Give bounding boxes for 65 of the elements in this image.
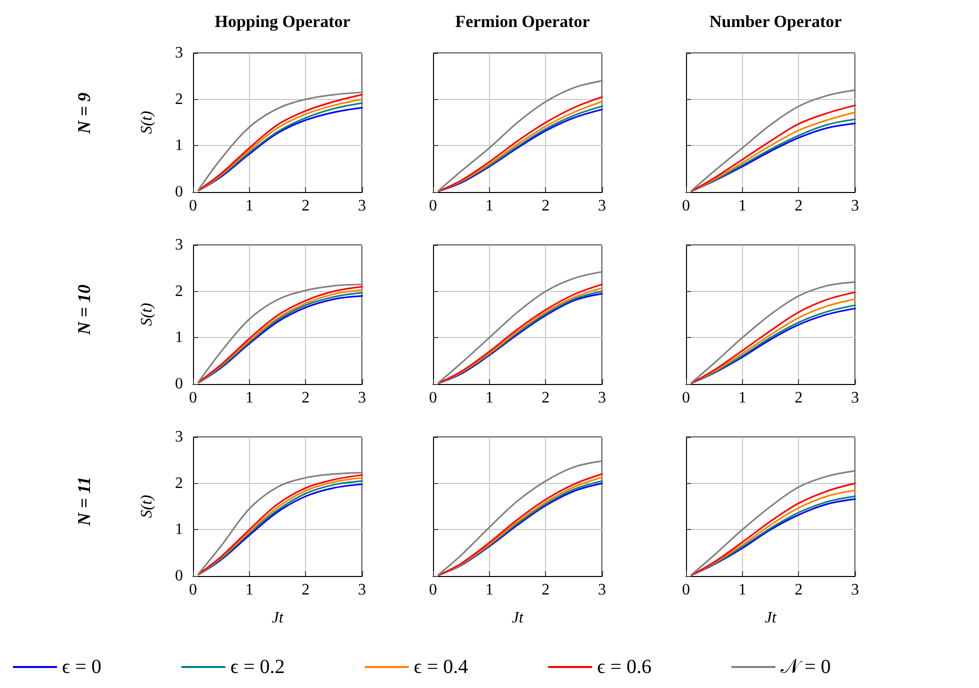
y-axis-title: S(t) xyxy=(138,110,156,134)
chart-title: Number Operator xyxy=(709,12,842,31)
x-tick-label: 3 xyxy=(598,582,606,598)
x-tick-label: 1 xyxy=(485,198,494,214)
legend-label: ϵ = 0.6 xyxy=(597,656,652,678)
text: N = 10 xyxy=(74,284,94,336)
x-tick-label: 2 xyxy=(794,198,803,214)
x-tick-label: 1 xyxy=(485,390,494,406)
x-tick-label: 3 xyxy=(598,390,606,406)
x-tick-label: 3 xyxy=(598,198,606,214)
text: N = 11 xyxy=(74,476,94,527)
x-tick-label: 3 xyxy=(358,582,366,598)
legend-label: ϵ = 0 xyxy=(62,656,102,678)
y-tick-label: 2 xyxy=(175,474,183,492)
x-tick-label: 0 xyxy=(189,390,197,406)
x-tick-label: 2 xyxy=(542,390,550,406)
y-axis-title: S(t) xyxy=(138,494,156,518)
x-tick-label: 1 xyxy=(485,582,494,598)
x-tick-label: 2 xyxy=(542,582,550,598)
x-tick-label: 0 xyxy=(429,390,437,406)
legend-label: 𝒩 = 0 xyxy=(780,656,831,678)
x-tick-label: 2 xyxy=(542,198,550,214)
x-tick-label: 2 xyxy=(302,582,310,598)
x-tick-label: 3 xyxy=(851,198,859,214)
y-tick-label: 3 xyxy=(175,428,183,446)
x-tick-label: 3 xyxy=(358,198,366,214)
x-axis-title: Jt xyxy=(764,610,777,626)
y-tick-label: 3 xyxy=(175,236,183,254)
y-tick-label: 1 xyxy=(175,137,183,154)
chart-title: Hopping Operator xyxy=(214,12,351,31)
x-tick-label: 0 xyxy=(189,198,197,214)
x-tick-label: 1 xyxy=(245,582,254,598)
text: N = 9 xyxy=(74,92,94,135)
x-tick-label: 1 xyxy=(738,198,746,214)
y-tick-label: 0 xyxy=(175,568,183,584)
y-tick-label: 3 xyxy=(175,44,183,62)
y-axis-title: S(t) xyxy=(138,302,156,326)
x-axis-title: Jt xyxy=(272,610,284,626)
x-tick-label: 1 xyxy=(738,390,746,406)
x-tick-label: 1 xyxy=(245,390,254,406)
x-tick-label: 2 xyxy=(302,198,310,214)
chart-title: Fermion Operator xyxy=(455,12,590,31)
y-tick-label: 2 xyxy=(175,282,183,300)
y-tick-label: 0 xyxy=(175,184,183,200)
x-tick-label: 2 xyxy=(794,390,803,406)
x-axis-title: Jt xyxy=(512,610,524,626)
x-tick-label: 1 xyxy=(738,582,746,598)
x-tick-label: 2 xyxy=(794,582,803,598)
x-tick-label: 3 xyxy=(851,582,859,598)
x-tick-label: 2 xyxy=(302,390,310,406)
x-tick-label: 0 xyxy=(429,582,437,598)
y-tick-label: 2 xyxy=(175,90,183,108)
x-tick-label: 1 xyxy=(245,198,254,214)
y-tick-label: 1 xyxy=(175,329,183,346)
x-tick-label: 3 xyxy=(851,390,859,406)
x-tick-label: 0 xyxy=(682,390,690,406)
x-tick-label: 0 xyxy=(429,198,437,214)
x-tick-label: 0 xyxy=(682,582,690,598)
legend-label: ϵ = 0.2 xyxy=(230,656,285,678)
y-tick-label: 0 xyxy=(175,376,183,392)
y-tick-label: 1 xyxy=(175,521,183,538)
x-tick-label: 0 xyxy=(189,582,197,598)
x-tick-label: 0 xyxy=(682,198,690,214)
legend-label: ϵ = 0.4 xyxy=(414,656,468,678)
x-tick-label: 3 xyxy=(358,390,366,406)
